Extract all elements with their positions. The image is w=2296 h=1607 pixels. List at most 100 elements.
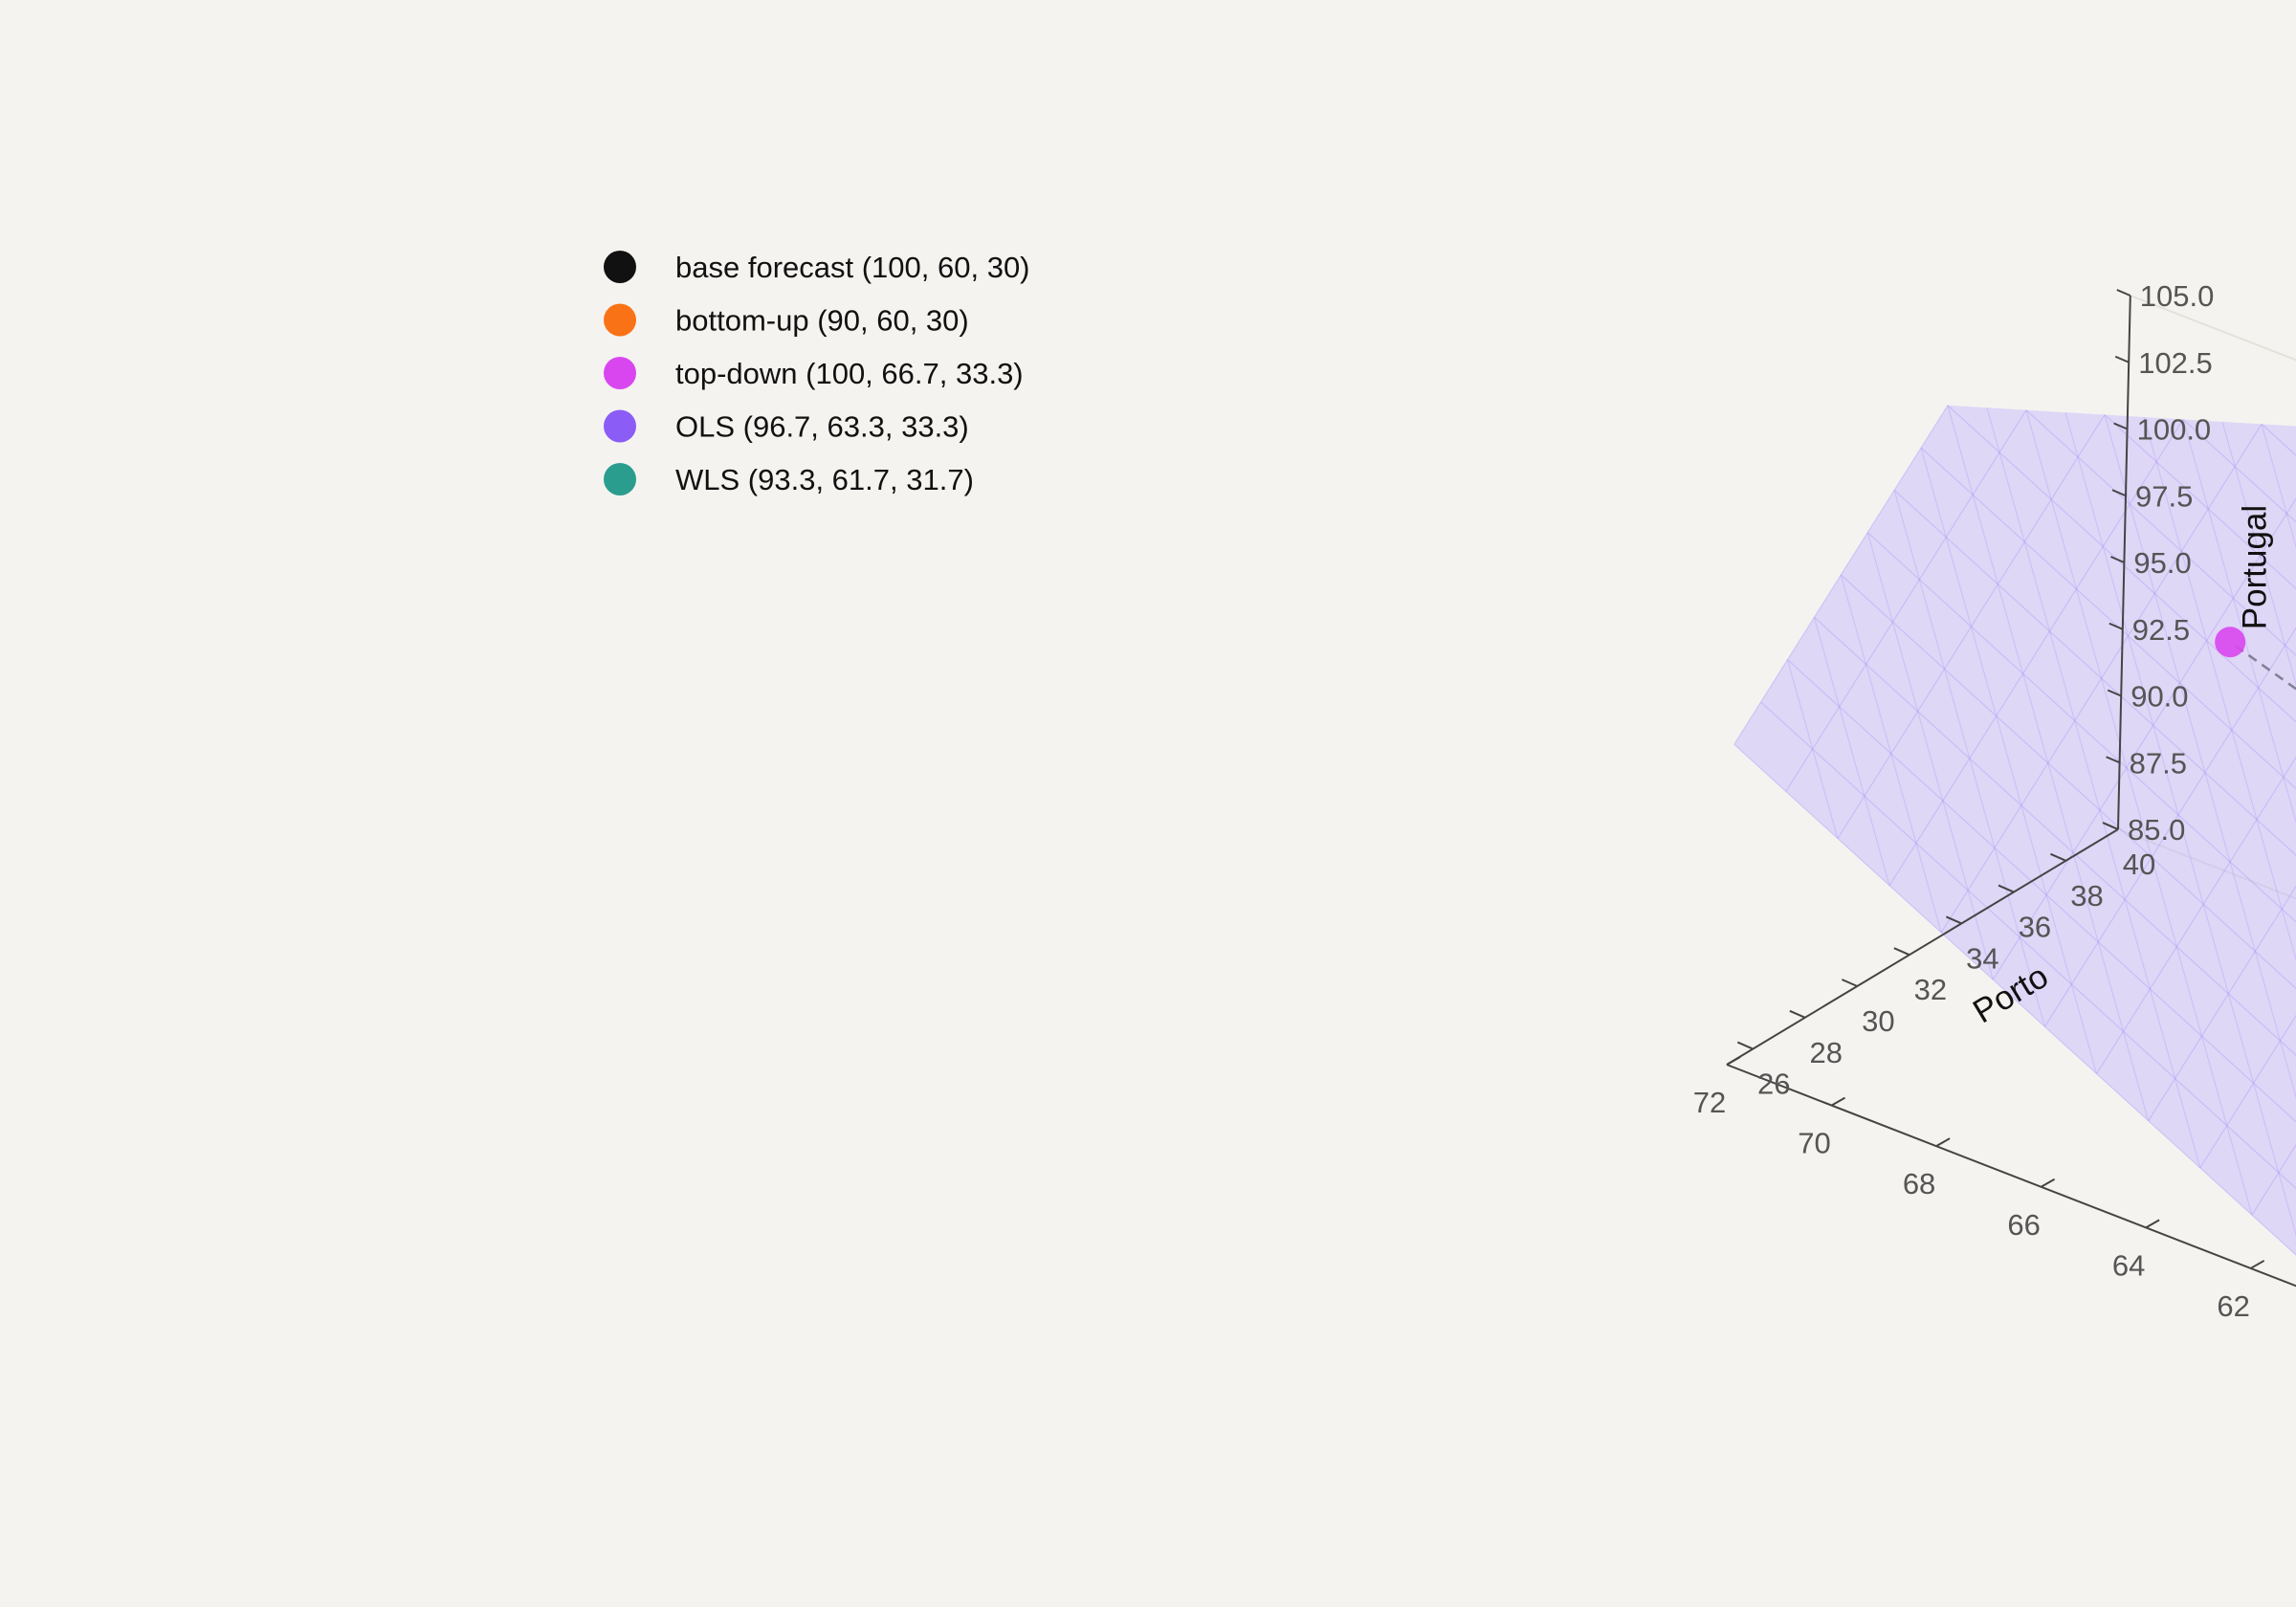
portugal-tick-label: 100.0 — [2137, 413, 2212, 447]
lisbon-tick-label: 66 — [2007, 1208, 2040, 1242]
legend-label: base forecast (100, 60, 30) — [675, 251, 1030, 284]
porto-tick-label: 40 — [2123, 848, 2155, 881]
portugal-tick-label: 102.5 — [2138, 346, 2213, 380]
portugal-tick — [2108, 622, 2124, 630]
porto-tick — [1789, 1009, 1806, 1019]
lisbon-tick-label: 62 — [2217, 1289, 2249, 1323]
portugal-tick-label: 105.0 — [2140, 279, 2215, 313]
plane-mesh-x — [1940, 424, 2263, 934]
porto-tick-label: 30 — [1862, 1004, 1894, 1038]
lisbon-tick-label: 72 — [1693, 1086, 1726, 1119]
plane-mesh-x — [2199, 1014, 2296, 1169]
legend-marker — [604, 409, 636, 443]
lisbon-tick — [2145, 1219, 2160, 1229]
portugal-tick-label: 85.0 — [2128, 813, 2185, 847]
lisbon-tick — [1935, 1137, 1951, 1148]
portugal-tick-label: 95.0 — [2133, 546, 2191, 580]
plane-mesh-y — [1787, 659, 2296, 1123]
porto-tick — [1998, 884, 2015, 893]
legend-label: WLS (93.3, 61.7, 31.7) — [675, 463, 974, 496]
porto-tick-label: 28 — [1810, 1036, 1843, 1069]
plane-mesh-x — [1733, 405, 1949, 745]
plane-mesh-y — [1893, 489, 2296, 856]
legend-marker — [604, 357, 636, 389]
porto-tick-label: 38 — [2070, 879, 2103, 913]
plane-mesh-y — [1760, 701, 2296, 1190]
portugal-tick-label: 90.0 — [2130, 680, 2188, 714]
lisbon-tick-label: 64 — [2112, 1248, 2145, 1282]
legend-marker — [604, 303, 636, 337]
plane-mesh-diagonal — [1893, 490, 2045, 1027]
plane-mesh-x — [1992, 497, 2296, 980]
plane-mesh-diagonal — [2221, 421, 2296, 687]
plane-surface — [1733, 405, 2296, 1256]
plane-mesh-y — [1947, 405, 2296, 723]
data-point — [2215, 627, 2246, 658]
portugal-axis-title: Portugal — [2236, 505, 2273, 629]
portugal-tick — [2116, 289, 2131, 297]
lisbon-tick-label: 70 — [1798, 1127, 1830, 1160]
lisbon-axis-line — [1726, 1064, 2296, 1288]
plane-mesh-x — [1837, 414, 2106, 839]
portugal-tick — [2114, 355, 2130, 363]
portugal-tick-label: 87.5 — [2130, 746, 2187, 780]
plane-mesh-diagonal — [1813, 617, 1890, 886]
portugal-tick-label: 92.5 — [2132, 613, 2190, 647]
lisbon-tick-label: 68 — [1903, 1167, 1935, 1200]
plane-mesh-diagonal — [1786, 659, 1839, 839]
plane-mesh-x — [2096, 756, 2296, 1074]
lisbon-tick — [2041, 1178, 2056, 1188]
porto-tick — [1736, 1041, 1754, 1050]
portugal-tick-label: 97.5 — [2135, 479, 2193, 513]
legend: base forecast (100, 60, 30) bottom-up (90… — [604, 251, 1030, 496]
portugal-tick — [2106, 756, 2120, 764]
plane-mesh-y — [1866, 532, 2296, 923]
back-frame-lines — [2117, 295, 2296, 900]
plane-mesh-y — [2025, 409, 2296, 656]
portugal-tick — [2111, 489, 2127, 497]
plane-mesh-x — [2043, 627, 2296, 1027]
porto-tick-label: 34 — [1966, 941, 1998, 975]
plane-mesh-diagonal — [2104, 414, 2296, 1099]
plane-mesh-y — [1920, 447, 2296, 790]
lisbon-tick — [2250, 1260, 2265, 1269]
plane-mesh-y — [1813, 616, 2296, 1056]
plane-mesh-diagonal — [1920, 447, 2098, 1074]
plane-mesh-y — [2104, 414, 2296, 590]
data-points — [2215, 627, 2246, 658]
legend-marker — [604, 463, 636, 495]
porto-tick — [1841, 979, 1858, 987]
axes: 565860626466687072Lisbon2628303234363840… — [1693, 279, 2296, 1323]
porto-tick-label: 26 — [1757, 1068, 1790, 1101]
portugal-tick — [2113, 422, 2128, 430]
portugal-tick — [2107, 689, 2122, 697]
back-edge-1 — [2130, 295, 2296, 362]
porto-tick-label: 36 — [2019, 911, 2051, 944]
plane-mesh-diagonal — [1986, 407, 2201, 1169]
plane-mesh-diagonal — [2025, 409, 2253, 1216]
plane-mesh-diagonal — [2182, 419, 2296, 825]
plane-mesh-diagonal — [2064, 411, 2296, 1237]
plane-mesh-diagonal — [1840, 574, 1942, 934]
plane-mesh-diagonal — [2143, 416, 2296, 962]
porto-tick — [1946, 915, 1962, 925]
porto-tick-label: 32 — [1914, 973, 1947, 1006]
plane-mesh-diagonal — [1947, 405, 2150, 1121]
portugal-tick — [2104, 823, 2119, 830]
legend-label: bottom-up (90, 60, 30) — [675, 304, 969, 338]
back-edge-0 — [2117, 828, 2296, 900]
plane-mesh-x — [1785, 409, 2027, 792]
lisbon-tick — [1831, 1096, 1846, 1107]
plane-mesh-y — [1733, 743, 2296, 1256]
legend-label: OLS (96.7, 63.3, 33.3) — [675, 410, 969, 444]
legend-marker — [604, 251, 636, 283]
portugal-tick — [2110, 556, 2125, 563]
reconciliation-plane — [1733, 405, 2296, 1256]
porto-tick — [2050, 852, 2066, 862]
plane-mesh-x — [2148, 885, 2296, 1122]
plane-mesh-diagonal — [1866, 532, 1994, 980]
porto-tick — [1893, 947, 1910, 957]
legend-label: top-down (100, 66.7, 33.3) — [675, 357, 1024, 390]
porto-axis-line — [1726, 828, 2119, 1066]
